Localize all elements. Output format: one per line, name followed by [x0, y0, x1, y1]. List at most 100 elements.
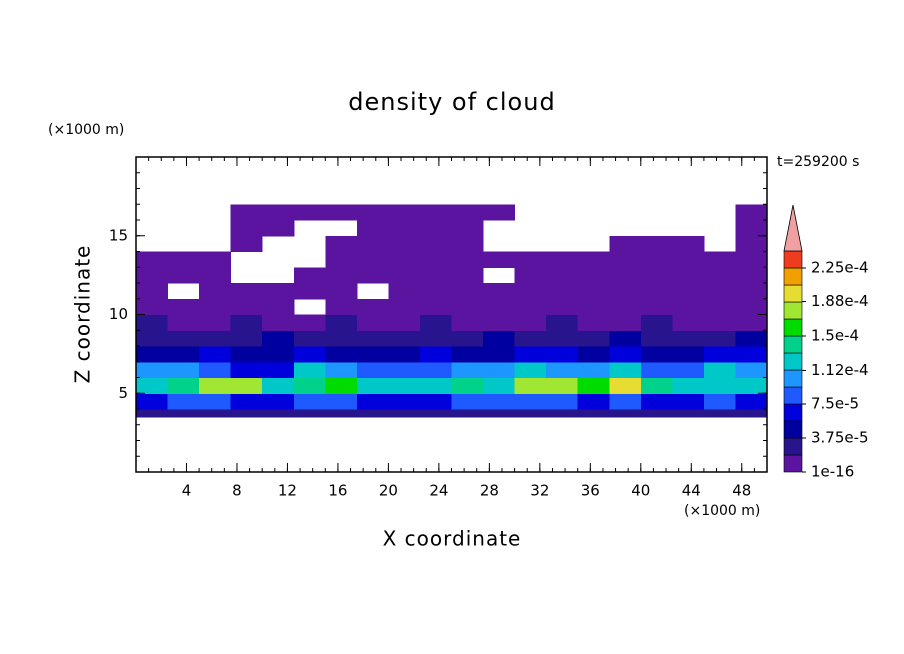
field-cell — [199, 377, 232, 394]
field-cell — [356, 220, 389, 237]
colorbar-box — [783, 420, 803, 439]
colorbar-extend — [783, 204, 803, 252]
field-cell — [514, 346, 547, 363]
colorbar-box — [783, 437, 803, 456]
field-cell — [419, 361, 452, 378]
field-cell — [325, 267, 358, 284]
x-tick-label: 16 — [328, 482, 347, 500]
field-cell — [672, 251, 705, 268]
field-cell — [546, 330, 579, 347]
field-cell — [199, 267, 232, 284]
field-cell — [577, 361, 610, 378]
field-cell — [419, 267, 452, 284]
colorbar-label: 1.5e-4 — [811, 327, 859, 345]
field-cell — [167, 346, 200, 363]
field-cell — [167, 330, 200, 347]
field-cell — [325, 251, 358, 268]
field-cell — [451, 251, 484, 268]
field-cell — [230, 220, 263, 237]
field-cell — [136, 330, 169, 347]
field-cell — [388, 314, 421, 331]
field-cell — [514, 330, 547, 347]
field-cell — [640, 251, 673, 268]
field-cell — [388, 235, 421, 252]
field-cell — [136, 361, 169, 378]
field-cell — [293, 314, 326, 331]
field-cell — [735, 314, 768, 331]
field-cell — [388, 361, 421, 378]
field-cell — [388, 346, 421, 363]
field-cell — [451, 377, 484, 394]
field-cell — [293, 330, 326, 347]
field-cell — [136, 346, 169, 363]
field-cell — [609, 377, 642, 394]
field-cell — [356, 298, 389, 315]
field-cell — [293, 283, 326, 300]
x-tick-label: 36 — [581, 482, 600, 500]
field-cell — [199, 346, 232, 363]
field-cell — [672, 330, 705, 347]
field-cell — [230, 235, 263, 252]
field-cell — [356, 204, 389, 221]
field-cell — [136, 267, 169, 284]
field-cell — [703, 251, 736, 268]
field-cell — [136, 393, 169, 410]
field-cell — [703, 393, 736, 410]
colorbar-box — [783, 318, 803, 337]
field-cell — [703, 409, 736, 418]
field-cell — [735, 409, 768, 418]
field-cell — [325, 393, 358, 410]
field-cell — [262, 314, 295, 331]
field-cell — [640, 346, 673, 363]
field-cell — [388, 251, 421, 268]
field-cell — [735, 267, 768, 284]
field-cell — [167, 267, 200, 284]
field-cell — [483, 314, 516, 331]
field-cell — [672, 346, 705, 363]
field-cell — [293, 409, 326, 418]
field-cell — [356, 314, 389, 331]
field-cell — [640, 330, 673, 347]
field-cell — [230, 330, 263, 347]
field-cell — [325, 409, 358, 418]
x-tick-label: 24 — [429, 482, 448, 500]
x-tick-label: 40 — [631, 482, 650, 500]
field-cell — [514, 298, 547, 315]
x-axis-title: X coordinate — [383, 527, 522, 551]
field-cell — [388, 283, 421, 300]
field-cell — [672, 377, 705, 394]
field-cell — [388, 393, 421, 410]
field-cell — [419, 204, 452, 221]
field-cell — [388, 409, 421, 418]
field-cell — [735, 235, 768, 252]
field-cell — [167, 409, 200, 418]
field-cell — [640, 409, 673, 418]
field-cell — [419, 298, 452, 315]
field-cell — [230, 393, 263, 410]
field-cell — [136, 314, 169, 331]
field-cell — [167, 377, 200, 394]
field-cell — [514, 267, 547, 284]
field-cell — [735, 298, 768, 315]
field-cell — [483, 361, 516, 378]
field-cell — [546, 314, 579, 331]
field-cell — [735, 283, 768, 300]
time-label: t=259200 s — [777, 154, 859, 170]
field-cell — [262, 204, 295, 221]
field-cell — [514, 283, 547, 300]
field-cell — [356, 330, 389, 347]
field-cell — [546, 267, 579, 284]
field-cell — [577, 409, 610, 418]
field-cell — [136, 251, 169, 268]
field-cell — [703, 298, 736, 315]
field-cell — [293, 377, 326, 394]
x-tick-label: 48 — [732, 482, 751, 500]
field-cell — [136, 409, 169, 418]
field-cell — [199, 330, 232, 347]
field-cell — [230, 346, 263, 363]
field-cell — [577, 283, 610, 300]
field-cell — [609, 283, 642, 300]
field-cell — [325, 204, 358, 221]
field-cell — [577, 346, 610, 363]
field-cell — [735, 330, 768, 347]
